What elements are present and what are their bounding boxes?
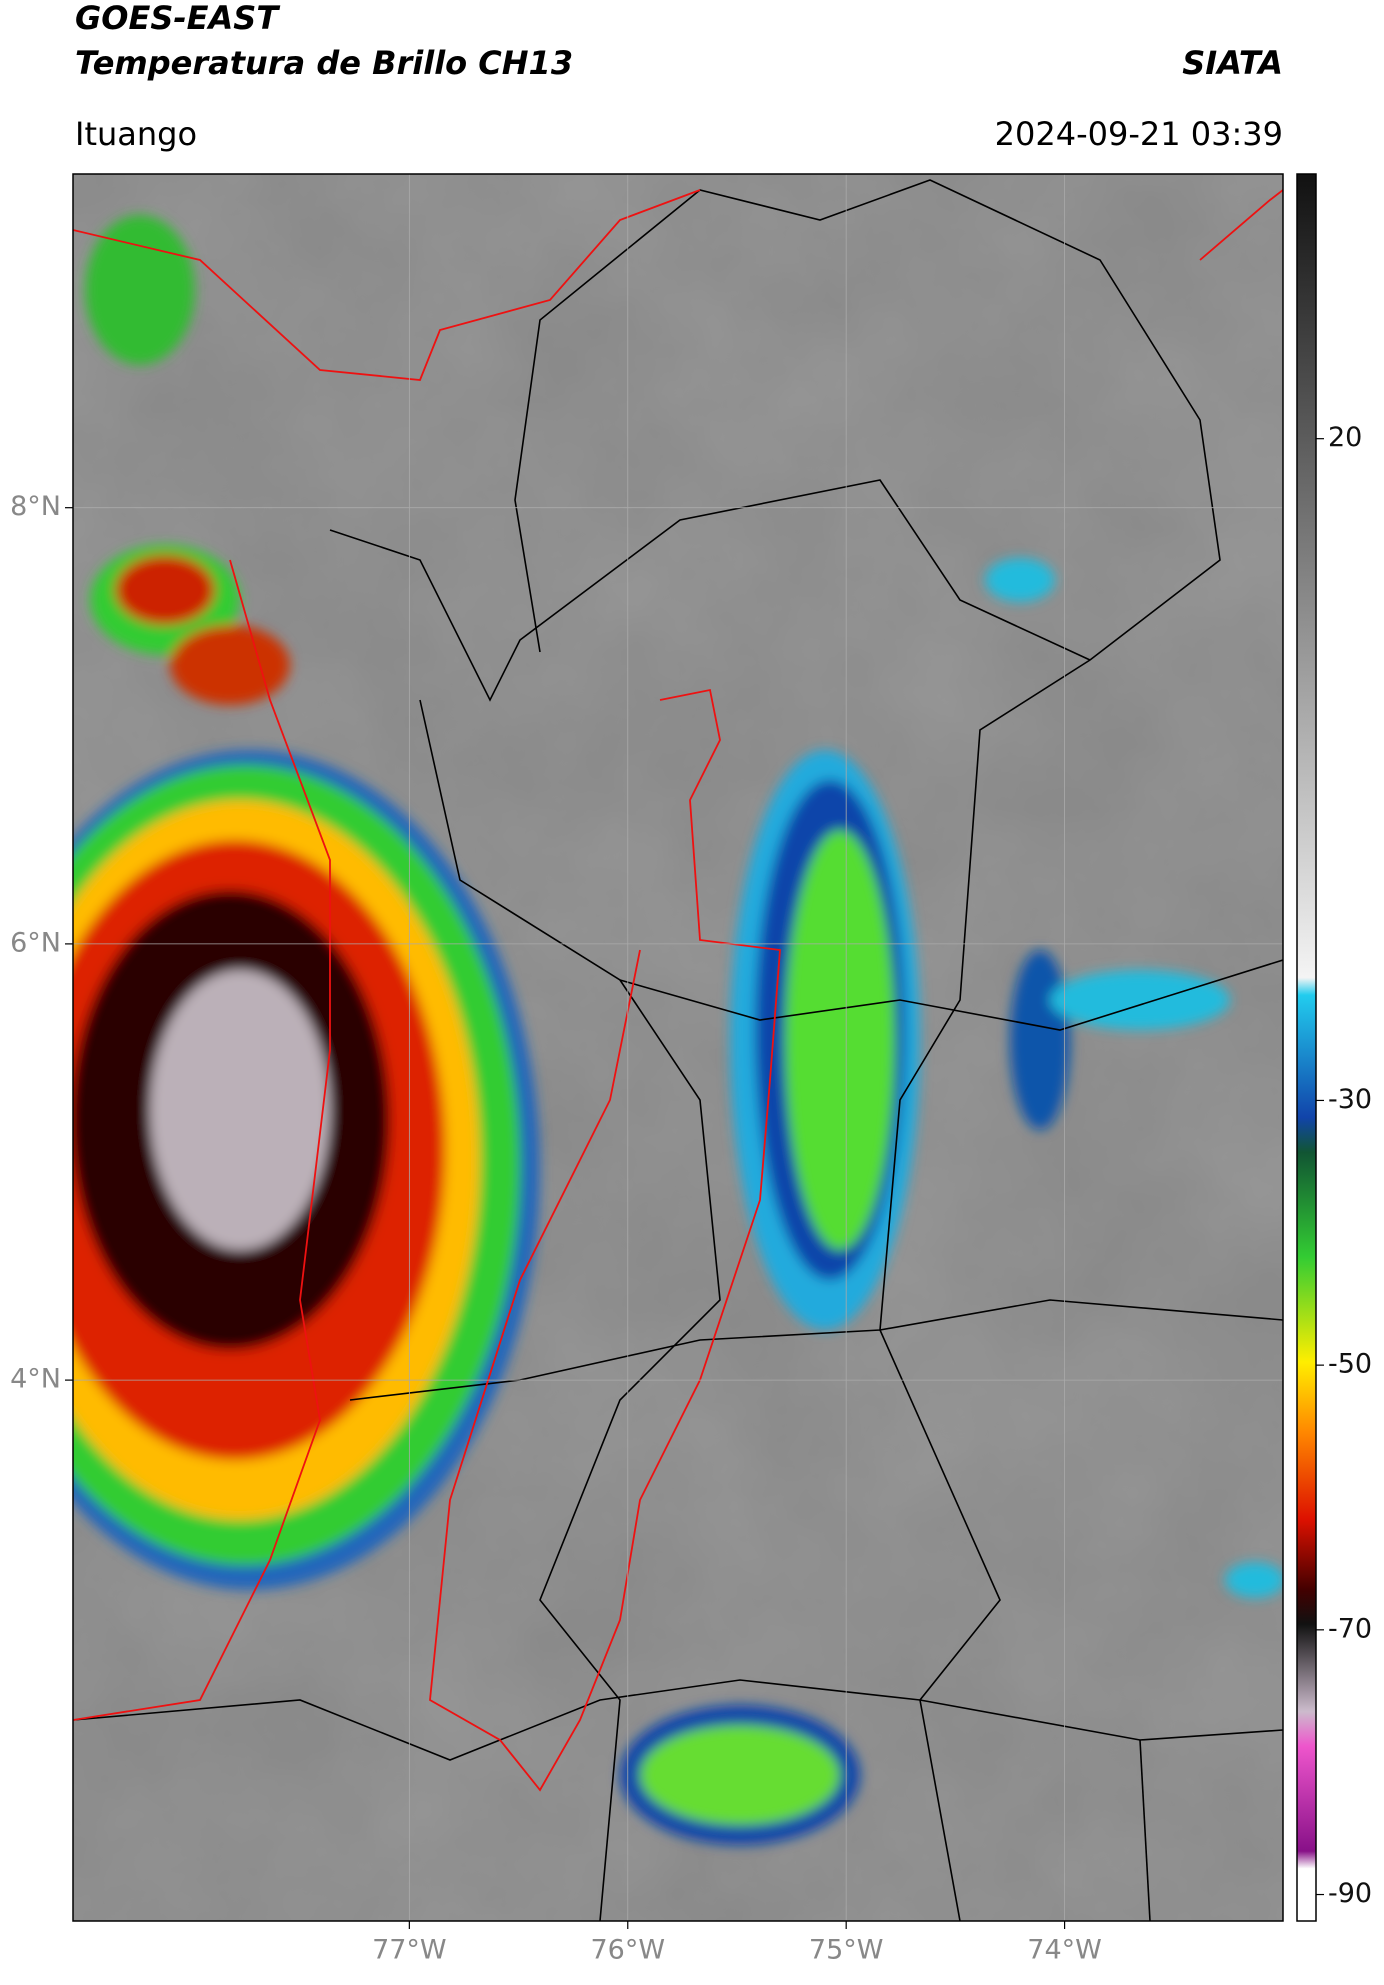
- colorbar-tick-label: -70: [1328, 1613, 1372, 1644]
- colorbar: [1296, 173, 1317, 1922]
- colorbar-tick-label: 20: [1328, 422, 1362, 453]
- datetime: 2024-09-21 03:39: [995, 115, 1283, 153]
- title: GOES-EAST: [75, 0, 280, 37]
- x-tick-label: 74°W: [1027, 1935, 1102, 1966]
- x-tick-label: 77°W: [372, 1935, 447, 1966]
- y-tick-label: 6°N: [10, 927, 61, 958]
- y-tick-label: 8°N: [10, 491, 61, 522]
- y-tick-label: 4°N: [10, 1364, 61, 1395]
- colorbar-tick-label: -50: [1328, 1349, 1372, 1380]
- grid: [73, 174, 1283, 1921]
- colorbar-tick-label: -90: [1328, 1878, 1372, 1909]
- map-frame: [72, 173, 1284, 1922]
- source: SIATA: [1182, 44, 1283, 82]
- x-tick-label: 76°W: [590, 1935, 665, 1966]
- map-image: [73, 174, 1283, 1921]
- x-tick-label: 75°W: [809, 1935, 884, 1966]
- colorbar-tick-label: -30: [1328, 1084, 1372, 1115]
- location: Ituango: [75, 115, 197, 153]
- subtitle: Temperatura de Brillo CH13: [75, 44, 573, 82]
